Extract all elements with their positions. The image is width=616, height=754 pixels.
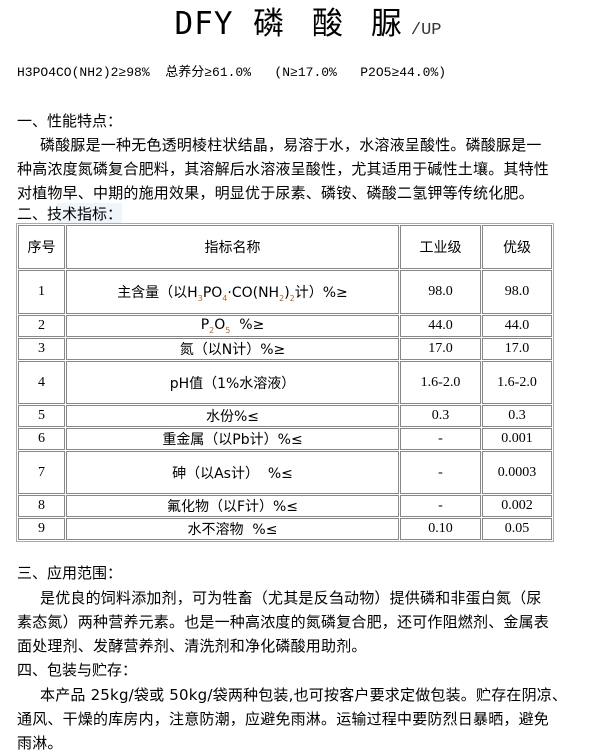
industrial-grade-cell: 44.0	[400, 315, 481, 337]
indicator-name-cell: 重金属（以Pb计）%≤	[66, 428, 399, 450]
table-row: 7 砷（以As计） %≤ -0.0003	[18, 451, 552, 494]
table-row: 2 P2O5 %≥ 44.0 44.0	[18, 315, 552, 337]
table-row: 9 水不溶物 %≤ 0.10 0.05	[18, 518, 552, 540]
name-text: 水份%≤	[205, 409, 260, 425]
title-chinese: 磷 酸 脲	[253, 6, 411, 42]
indicator-name-cell: 氮（以N计）%≥	[66, 338, 399, 360]
subscript: 2	[209, 325, 215, 335]
page-title: DFY 磷 酸 脲/UP	[0, 4, 616, 51]
formula-line: H3PO4CO(NH2)2≥98% 总养分≥61.0% (N≥17.0% P2O…	[17, 65, 447, 80]
premium-grade-cell: 0.001	[482, 428, 552, 450]
section1-line: 种高浓度氮磷复合肥料，其溶解后水溶液呈酸性，尤其适用于碱性土壤。其特性	[17, 160, 550, 178]
section4-line: 雨淋。	[17, 734, 63, 752]
section1-heading: 一、性能特点：	[17, 112, 123, 130]
table-header-row: 序号 指标名称 工业级 优级	[18, 225, 552, 269]
subscript: 2	[289, 293, 295, 303]
name-text: )	[284, 284, 290, 301]
section3-line: 面处理剂、发酵营养剂、清洗剂和净化磷酸用助剂。	[17, 637, 367, 655]
section4-line: 通风、干燥的库房内，注意防潮，应避免雨淋。运输过程中要防烈日暴晒，避免	[17, 710, 550, 728]
section3-heading: 三、应用范围：	[17, 564, 123, 582]
premium-grade-cell: 0.0003	[482, 451, 552, 494]
header-cell: 工业级	[400, 225, 481, 269]
row-number-cell: 8	[18, 495, 65, 517]
subscript: 5	[225, 325, 231, 335]
row-number-cell: 1	[18, 270, 65, 314]
premium-grade-cell: 0.3	[482, 405, 552, 427]
section1-line: 磷酸脲是一种无色透明棱柱状结晶，易溶于水，水溶液呈酸性。磷酸脲是一	[40, 136, 542, 154]
name-text: 水不溶物 %≤	[187, 522, 278, 538]
header-cell: 序号	[18, 225, 65, 269]
section4-line: 本产品 25kg/袋或 50kg/袋两种包装,也可按客户要求定做包装。贮存在阴凉…	[40, 686, 568, 704]
row-number-cell: 6	[18, 428, 65, 450]
row-number-cell: 9	[18, 518, 65, 540]
industrial-grade-cell: 17.0	[400, 338, 481, 360]
name-text: 氟化物（以F计）%≤	[166, 499, 299, 515]
name-text: PO	[202, 284, 223, 301]
row-number-cell: 3	[18, 338, 65, 360]
row-number-cell: 7	[18, 451, 65, 494]
row-number-cell: 5	[18, 405, 65, 427]
premium-grade-cell: 17.0	[482, 338, 552, 360]
indicator-name-cell: 氟化物（以F计）%≤	[66, 495, 399, 517]
premium-grade-cell: 44.0	[482, 315, 552, 337]
industrial-grade-cell: 0.10	[400, 518, 481, 540]
subscript: 2	[279, 293, 285, 303]
section4-heading: 四、包装与贮存：	[17, 661, 138, 679]
industrial-grade-cell: 0.3	[400, 405, 481, 427]
section3-line: 素态氮）两种营养元素。也是一种高浓度的氮磷复合肥，还可作阻燃剂、金属表	[17, 613, 550, 631]
title-latin: DFY	[174, 6, 234, 42]
industrial-grade-cell: -	[400, 451, 481, 494]
indicator-name-cell: 主含量（以H3PO4·CO(NH2)2计）%≥	[66, 270, 399, 314]
industrial-grade-cell: 1.6-2.0	[400, 361, 481, 404]
premium-grade-cell: 0.002	[482, 495, 552, 517]
section3-line: 是优良的饲料添加剂，可为牲畜（尤其是反刍动物）提供磷和非蛋白氮（尿	[40, 589, 542, 607]
name-text: ·CO(NH	[227, 284, 280, 301]
table-row: 5 水份%≤ 0.3 0.3	[18, 405, 552, 427]
section1-line: 对植物早、中期的施用效果，明显优于尿素、磷铵、磷酸二氢钾等传统化肥。	[17, 184, 534, 202]
name-text: 主含量（以H	[117, 284, 198, 301]
subscript: 4	[222, 293, 228, 303]
header-cell: 指标名称	[66, 225, 399, 269]
indicator-name-cell: 水不溶物 %≤	[66, 518, 399, 540]
table-row: 3 氮（以N计）%≥ 17.0 17.0	[18, 338, 552, 360]
row-number-cell: 2	[18, 315, 65, 337]
subscript: 3	[197, 293, 203, 303]
name-text: pH值（1%水溶液）	[169, 375, 296, 392]
indicator-name-cell: P2O5 %≥	[66, 315, 399, 337]
premium-grade-cell: 0.05	[482, 518, 552, 540]
table-row: 8 氟化物（以F计）%≤ -0.002	[18, 495, 552, 517]
row-number-cell: 4	[18, 361, 65, 404]
industrial-grade-cell: -	[400, 495, 481, 517]
indicator-name-cell: 砷（以As计） %≤	[66, 451, 399, 494]
name-text: 砷（以As计） %≤	[172, 465, 293, 482]
name-text: %≥	[230, 317, 265, 334]
name-text: O	[214, 317, 226, 334]
industrial-grade-cell: 98.0	[400, 270, 481, 314]
industrial-grade-cell: -	[400, 428, 481, 450]
premium-grade-cell: 1.6-2.0	[482, 361, 552, 404]
table-row: 1 主含量（以H3PO4·CO(NH2)2计）%≥ 98.0 98.0	[18, 270, 552, 314]
name-text: 重金属（以Pb计）%≤	[162, 432, 303, 448]
indicator-name-cell: 水份%≤	[66, 405, 399, 427]
name-text: 计）%≥	[294, 284, 348, 301]
title-suffix: /UP	[410, 21, 442, 40]
indicator-name-cell: pH值（1%水溶液）	[66, 361, 399, 404]
section2-heading: 二、技术指标：	[17, 203, 123, 225]
premium-grade-cell: 98.0	[482, 270, 552, 314]
name-text: 氮（以N计）%≥	[179, 342, 286, 358]
table-row: 6 重金属（以Pb计）%≤ -0.001	[18, 428, 552, 450]
spec-table: 序号 指标名称 工业级 优级 1 主含量（以H3PO4·CO(NH2)2计）%≥ 9…	[16, 223, 554, 542]
table-row: 4 pH值（1%水溶液） 1.6-2.0 1.6-2.0	[18, 361, 552, 404]
header-cell: 优级	[482, 225, 552, 269]
name-text: P	[200, 317, 210, 334]
